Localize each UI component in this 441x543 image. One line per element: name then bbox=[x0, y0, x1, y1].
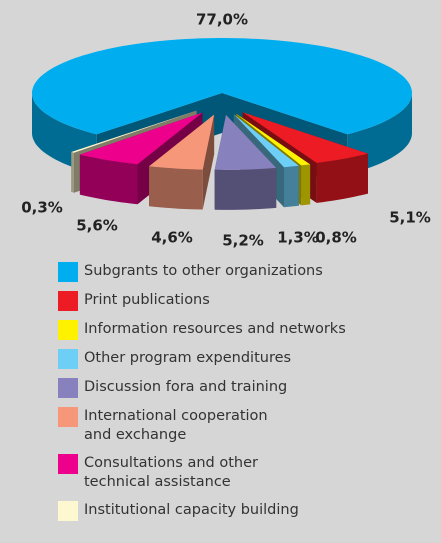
legend-item: Information resources and networks bbox=[58, 320, 346, 340]
legend-item: Consultations and other technical assist… bbox=[58, 454, 346, 492]
slice-side bbox=[284, 165, 299, 208]
legend-swatch bbox=[58, 291, 78, 311]
legend-swatch bbox=[58, 262, 78, 282]
legend-label: Print publications bbox=[84, 292, 210, 308]
legend-label: Consultations and other technical assist… bbox=[84, 455, 258, 490]
slice-top bbox=[71, 110, 197, 153]
legend-label: Subgrants to other organizations bbox=[84, 263, 323, 279]
legend-item: Discussion fora and training bbox=[58, 378, 346, 398]
slice-top bbox=[236, 113, 311, 166]
chart: 77,0% 5,1% 0,8%1,3% 5,2% 4,6% 5,6% 0,3% bbox=[21, 11, 431, 250]
legend-item: Institutional capacity building bbox=[58, 501, 346, 521]
legend-swatch bbox=[58, 349, 78, 369]
slice-top bbox=[149, 114, 215, 170]
slice-top bbox=[79, 112, 203, 165]
legend-swatch bbox=[58, 378, 78, 398]
slice-side bbox=[316, 153, 368, 203]
value-label: 5,2% bbox=[222, 232, 264, 250]
slice-top bbox=[214, 114, 277, 170]
legend-swatch bbox=[58, 407, 78, 427]
legend-swatch bbox=[58, 501, 78, 521]
value-label: 4,6% bbox=[151, 229, 193, 247]
value-label: 0,3% bbox=[21, 199, 63, 217]
legend-item: International cooperation and exchange bbox=[58, 407, 346, 445]
slice-top bbox=[242, 112, 368, 163]
legend-label: Other program expenditures bbox=[84, 350, 292, 366]
legend-item: Print publications bbox=[58, 291, 346, 311]
slice-side bbox=[149, 166, 203, 210]
value-label: 5,1% bbox=[389, 209, 431, 227]
legend-label: Institutional capacity building bbox=[84, 502, 299, 518]
value-label: 0,8% bbox=[315, 229, 357, 247]
value-label: 5,6% bbox=[76, 217, 118, 235]
slice-side bbox=[301, 164, 311, 206]
legend-swatch bbox=[58, 454, 78, 474]
slice-top bbox=[32, 38, 412, 135]
legend-label: International cooperation and exchange bbox=[84, 408, 268, 443]
legend-label: Discussion fora and training bbox=[84, 379, 288, 395]
slice-top bbox=[233, 114, 299, 168]
legend-swatch bbox=[58, 320, 78, 340]
legend-label: Information resources and networks bbox=[84, 321, 346, 337]
legend-item: Other program expenditures bbox=[58, 349, 346, 369]
slice-side bbox=[214, 167, 277, 210]
slice-side bbox=[79, 154, 138, 205]
value-label: 77,0% bbox=[196, 11, 248, 29]
legend: Subgrants to other organizations Print pu… bbox=[58, 262, 346, 521]
value-label: 1,3% bbox=[277, 229, 319, 247]
legend-item: Subgrants to other organizations bbox=[58, 262, 346, 282]
slice-side bbox=[71, 152, 74, 193]
